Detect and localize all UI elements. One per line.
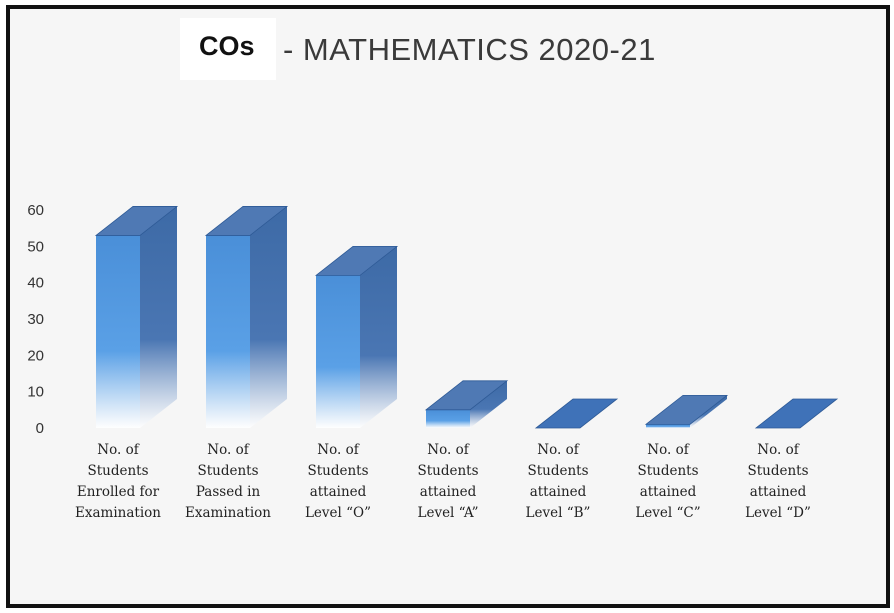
bar-side: [690, 395, 727, 428]
x-category-label-line: attained: [749, 484, 807, 500]
bar-top: [534, 398, 619, 429]
x-category-label-line: No. of: [97, 442, 139, 458]
bar: [94, 206, 179, 428]
y-tick-label: 10: [27, 384, 44, 401]
x-category-label-line: No. of: [427, 442, 469, 458]
bar: [644, 394, 729, 428]
bar-top: [424, 380, 509, 411]
x-category-label-line: attained: [309, 484, 367, 500]
x-category-label-line: Passed in: [195, 484, 261, 500]
y-tick-label: 60: [27, 202, 44, 219]
x-category-label: No. of Students attained Level “O”: [278, 440, 398, 524]
x-category-label-line: attained: [529, 484, 587, 500]
x-category-label-line: Examination: [185, 505, 271, 521]
x-category-label-line: Level “D”: [745, 505, 811, 521]
bar: [204, 206, 289, 428]
x-category-label-line: Students: [197, 463, 259, 479]
bar-side: [140, 206, 177, 428]
x-category-label-line: No. of: [647, 442, 689, 458]
y-tick-label: 50: [27, 238, 44, 255]
bar-front: [206, 235, 250, 428]
x-category-label-line: Students: [527, 463, 589, 479]
x-category-label-line: Students: [417, 463, 479, 479]
y-tick-label: 20: [27, 347, 44, 364]
x-category-label-line: Students: [87, 463, 149, 479]
x-category-label-line: Enrolled for: [76, 484, 160, 500]
x-category-label-line: Students: [747, 463, 809, 479]
x-category-label: No. of Students attained Level “B”: [498, 440, 618, 524]
bar-side: [470, 380, 507, 428]
bar-top: [644, 394, 729, 425]
chart-title: - MATHEMATICS 2020-21: [283, 32, 656, 67]
bar-top: [204, 206, 289, 236]
x-category-label-line: Level “B”: [525, 505, 591, 521]
y-tick-label: 0: [36, 420, 44, 437]
x-category-label: No. of Students attained Level “D”: [718, 440, 838, 524]
x-category-label-line: No. of: [317, 442, 359, 458]
bar: [754, 398, 839, 429]
x-category-label: No. of Students Enrolled for Examination: [58, 440, 178, 524]
bar: [424, 380, 509, 428]
bar: [534, 398, 619, 429]
x-category-label: No. of Students Passed in Examination: [168, 440, 288, 524]
bar-front: [646, 424, 690, 428]
bar-front: [96, 235, 140, 428]
bar-front: [316, 275, 360, 428]
bar-top: [94, 206, 179, 236]
x-category-label-line: Level “A”: [417, 505, 479, 521]
x-category-label-line: Level “O”: [304, 505, 372, 521]
x-category-label: No. of Students attained Level “C”: [608, 440, 728, 524]
y-tick-label: 30: [27, 311, 44, 328]
chart-title-prefix: COs: [199, 31, 255, 61]
x-category-label-line: attained: [639, 484, 697, 500]
x-category-label-line: Examination: [75, 505, 161, 521]
x-category-label-line: Students: [637, 463, 699, 479]
x-category-label-line: Level “C”: [635, 505, 701, 521]
bar-side: [250, 206, 287, 428]
x-category-label-line: attained: [419, 484, 477, 500]
title-label-box: [180, 18, 276, 80]
bar-top: [314, 245, 399, 276]
bar-side: [360, 246, 397, 428]
x-category-label: No. of Students attained Level “A”: [388, 440, 508, 524]
x-category-label-line: Students: [307, 463, 369, 479]
x-category-label-line: No. of: [537, 442, 579, 458]
bar-front: [426, 409, 470, 428]
x-category-label-line: No. of: [757, 442, 799, 458]
bar-top: [754, 398, 839, 429]
x-category-label-line: No. of: [207, 442, 249, 458]
y-tick-label: 40: [27, 275, 44, 292]
bar: [314, 245, 399, 428]
